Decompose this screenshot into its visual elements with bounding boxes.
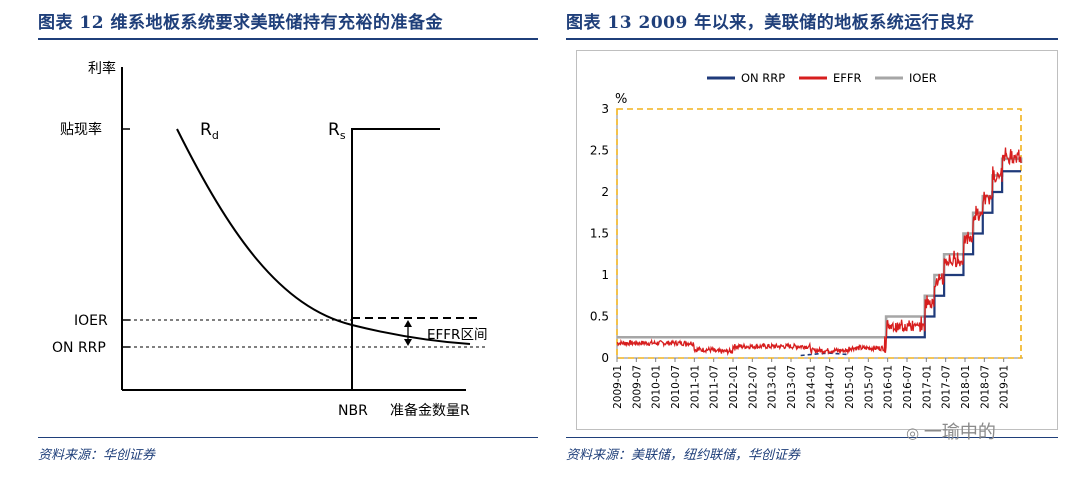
y-tick-label: 1.5 <box>590 227 609 241</box>
left-y-axis-label: 利率 <box>88 60 116 77</box>
left-source-rule <box>38 437 538 438</box>
on-rrp-label: ON RRP <box>52 340 106 356</box>
x-tick-label: 2015-07 <box>863 365 875 409</box>
right-source: 资料来源：美联储，纽约联储，华创证券 <box>566 448 801 463</box>
x-tick-label: 2019-01 <box>999 365 1011 409</box>
demand-curve-label: Rd <box>200 120 219 142</box>
x-tick-label: 2018-07 <box>979 365 991 409</box>
x-tick-label: 2014-01 <box>805 365 817 409</box>
wechat-icon: ◎ <box>906 424 924 442</box>
x-tick-label: 2009-01 <box>612 365 624 409</box>
x-tick-label: 2017-01 <box>921 365 933 409</box>
right-figure-title: 图表 13 2009 年以来，美联储的地板系统运行良好 <box>566 13 975 33</box>
y-tick-label: 2 <box>601 185 609 199</box>
y-tick-label: 1 <box>601 268 609 282</box>
y-unit-label: % <box>615 92 627 107</box>
y-tick-label: 0.5 <box>590 310 609 324</box>
x-tick-label: 2012-07 <box>747 365 759 409</box>
x-tick-label: 2016-01 <box>883 365 895 409</box>
x-tick-label: 2017-07 <box>941 365 953 409</box>
right-chart-frame: % 0 0.5 1 1.5 2 2.5 3 2009-01 2009-07 2010-01 2010-… <box>576 50 1058 430</box>
effr-band-arrowhead-bottom <box>404 339 412 346</box>
left-figure-title: 图表 12 维系地板系统要求美联储持有充裕的准备金 <box>38 13 443 33</box>
left-title-rule <box>38 38 538 40</box>
legend-label: ON RRP <box>741 71 785 85</box>
discount-rate-label: 贴现率 <box>60 121 102 138</box>
x-tick-label: 2010-01 <box>651 365 663 409</box>
supply-curve-label: Rs <box>328 120 346 142</box>
effr-band-arrowhead-top <box>404 320 412 327</box>
ioer-series-line <box>617 157 1023 339</box>
nbr-label: NBR <box>338 403 368 419</box>
y-tick-label: 2.5 <box>590 144 609 158</box>
legend-label: IOER <box>909 71 937 85</box>
x-tick-label: 2010-07 <box>670 365 682 409</box>
x-tick-label: 2018-01 <box>960 365 972 409</box>
legend-label: EFFR <box>833 71 862 85</box>
x-tick-label: 2015-01 <box>844 365 856 409</box>
watermark: ◎ 一瑜中的 <box>906 422 996 443</box>
right-title-rule <box>566 38 1058 40</box>
left-schematic-chart: 利率 贴现率 IOER ON RRP Rd Rs EFFR区间 NBR 准备金数… <box>52 60 487 419</box>
left-x-axis-label: 准备金数量R <box>390 402 470 419</box>
supply-curve <box>351 128 440 390</box>
y-tick-label: 3 <box>601 102 609 116</box>
x-tick-label: 2013-07 <box>786 365 798 409</box>
effr-series-line <box>616 147 1022 357</box>
x-tick-label: 2011-01 <box>689 365 701 409</box>
x-tick-label: 2009-07 <box>631 365 643 409</box>
rate-history-chart: % 0 0.5 1 1.5 2 2.5 3 2009-01 2009-07 2010-01 2010-… <box>590 71 1023 409</box>
x-tick-label: 2012-01 <box>728 365 740 409</box>
effr-band-label: EFFR区间 <box>427 327 487 343</box>
on-rrp-series-line <box>886 170 1022 339</box>
x-tick-label: 2011-07 <box>709 365 721 409</box>
right-source-rule <box>566 437 1058 438</box>
highlight-box <box>616 108 1022 359</box>
left-source: 资料来源：华创证券 <box>38 448 156 463</box>
y-tick-label: 0 <box>601 351 609 365</box>
demand-curve <box>176 128 471 345</box>
x-tick-label: 2014-07 <box>825 365 837 409</box>
ioer-label: IOER <box>74 313 108 329</box>
x-tick-label: 2013-01 <box>767 365 779 409</box>
x-tick-label: 2016-07 <box>902 365 914 409</box>
